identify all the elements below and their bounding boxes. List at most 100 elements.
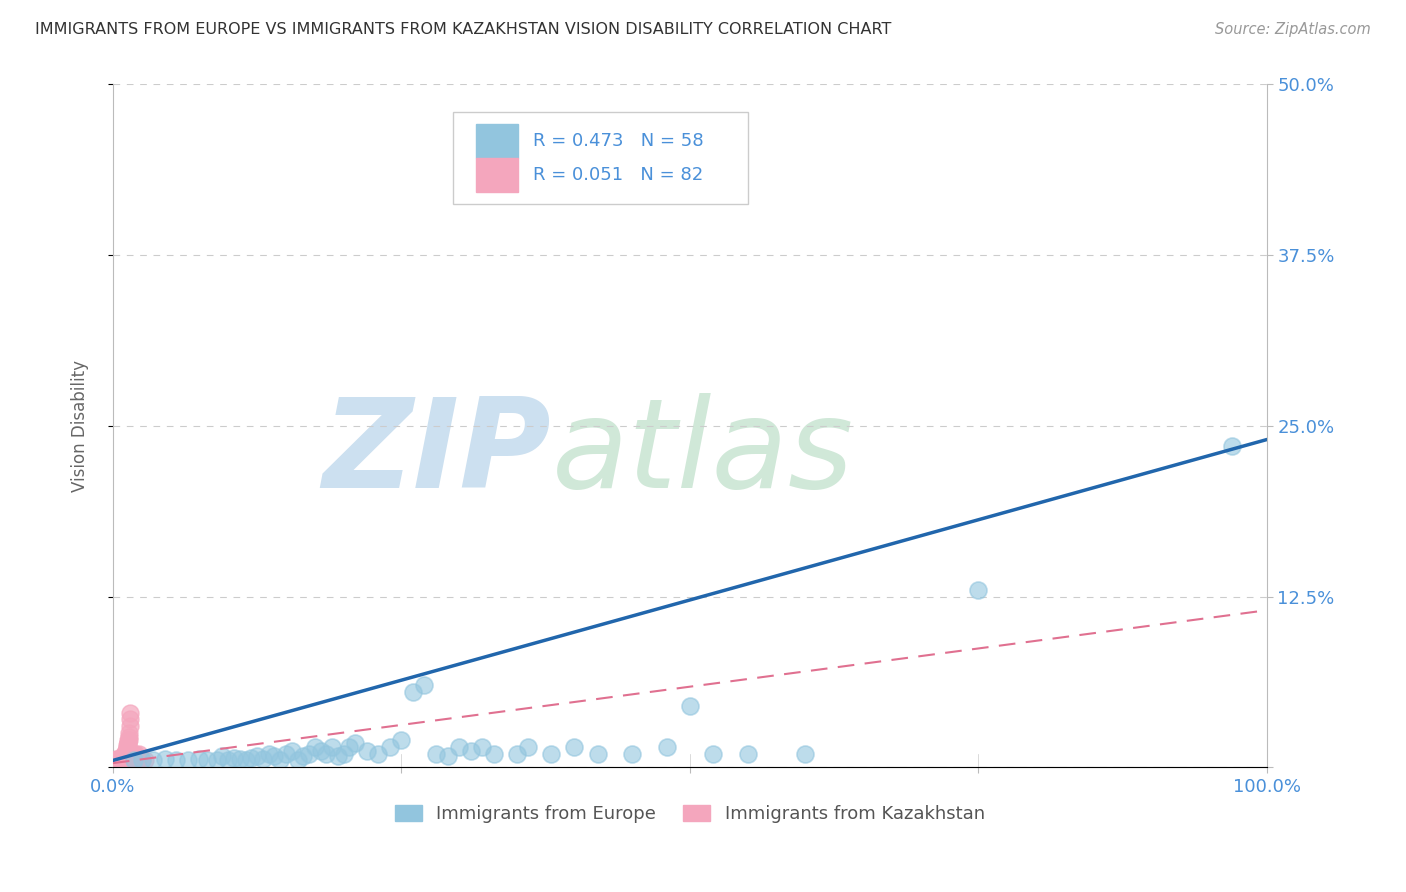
- Point: [122, 753, 145, 767]
- Point: [389, 733, 412, 747]
- Point: [252, 752, 274, 766]
- Point: [111, 753, 134, 767]
- Point: [105, 753, 128, 767]
- Point: [112, 753, 135, 767]
- Point: [118, 726, 141, 740]
- Point: [112, 749, 135, 764]
- Point: [287, 753, 309, 767]
- Point: [131, 753, 153, 767]
- Point: [112, 755, 135, 769]
- Point: [115, 739, 138, 753]
- Point: [112, 747, 135, 762]
- Point: [107, 755, 129, 769]
- Point: [378, 739, 401, 754]
- Point: [229, 752, 252, 766]
- Text: Source: ZipAtlas.com: Source: ZipAtlas.com: [1215, 22, 1371, 37]
- Point: [506, 747, 529, 761]
- Point: [112, 753, 135, 767]
- Point: [679, 698, 702, 713]
- Point: [449, 739, 471, 754]
- Point: [274, 747, 297, 761]
- Point: [165, 753, 187, 767]
- Point: [107, 753, 129, 767]
- Point: [112, 750, 135, 764]
- Point: [107, 753, 129, 767]
- Point: [339, 739, 361, 754]
- Text: IMMIGRANTS FROM EUROPE VS IMMIGRANTS FROM KAZAKHSTAN VISION DISABILITY CORRELATI: IMMIGRANTS FROM EUROPE VS IMMIGRANTS FRO…: [35, 22, 891, 37]
- Point: [108, 753, 131, 767]
- Point: [211, 749, 233, 764]
- Point: [122, 747, 145, 761]
- Legend: Immigrants from Europe, Immigrants from Kazakhstan: Immigrants from Europe, Immigrants from …: [395, 805, 986, 823]
- Point: [120, 744, 142, 758]
- Point: [120, 713, 142, 727]
- Point: [111, 755, 134, 769]
- Point: [120, 747, 142, 761]
- Point: [117, 733, 139, 747]
- Point: [125, 747, 148, 761]
- Point: [737, 747, 759, 761]
- Point: [114, 744, 136, 758]
- Point: [436, 749, 458, 764]
- Point: [112, 753, 135, 767]
- Point: [235, 753, 257, 767]
- Point: [118, 730, 141, 744]
- Point: [117, 736, 139, 750]
- Point: [425, 747, 447, 761]
- Point: [131, 753, 153, 767]
- Point: [114, 744, 136, 758]
- Point: [110, 755, 132, 769]
- Point: [117, 736, 139, 750]
- Point: [112, 755, 135, 769]
- Point: [107, 753, 129, 767]
- Point: [217, 753, 239, 767]
- Point: [460, 744, 482, 758]
- Point: [120, 749, 142, 764]
- Point: [124, 753, 146, 767]
- Point: [125, 753, 148, 767]
- Point: [564, 739, 586, 754]
- Text: atlas: atlas: [551, 392, 853, 514]
- Text: R = 0.473   N = 58: R = 0.473 N = 58: [533, 132, 703, 150]
- Point: [112, 752, 135, 766]
- Point: [197, 753, 219, 767]
- FancyBboxPatch shape: [453, 112, 748, 204]
- Point: [205, 753, 228, 767]
- Point: [280, 744, 302, 758]
- Point: [112, 752, 135, 766]
- Point: [292, 749, 315, 764]
- Point: [114, 747, 136, 761]
- Point: [112, 753, 135, 767]
- Point: [263, 749, 285, 764]
- Point: [111, 753, 134, 767]
- FancyBboxPatch shape: [477, 124, 517, 158]
- Point: [122, 753, 145, 767]
- Point: [120, 747, 142, 761]
- Point: [332, 747, 354, 761]
- Point: [121, 753, 143, 767]
- Point: [108, 755, 131, 769]
- Point: [104, 753, 127, 767]
- Point: [114, 747, 136, 761]
- Point: [107, 753, 129, 767]
- Point: [471, 739, 494, 754]
- Point: [108, 753, 131, 767]
- Point: [586, 747, 609, 761]
- Point: [246, 749, 269, 764]
- Point: [107, 755, 129, 769]
- Point: [326, 749, 349, 764]
- Point: [112, 752, 135, 766]
- Point: [112, 755, 135, 769]
- Point: [110, 755, 132, 769]
- Point: [105, 752, 128, 766]
- FancyBboxPatch shape: [477, 158, 517, 192]
- Point: [112, 755, 135, 769]
- Point: [115, 742, 138, 756]
- Point: [107, 752, 129, 766]
- Point: [112, 750, 135, 764]
- Point: [120, 719, 142, 733]
- Point: [112, 753, 135, 767]
- Point: [321, 739, 343, 754]
- Point: [112, 749, 135, 764]
- Point: [112, 747, 135, 761]
